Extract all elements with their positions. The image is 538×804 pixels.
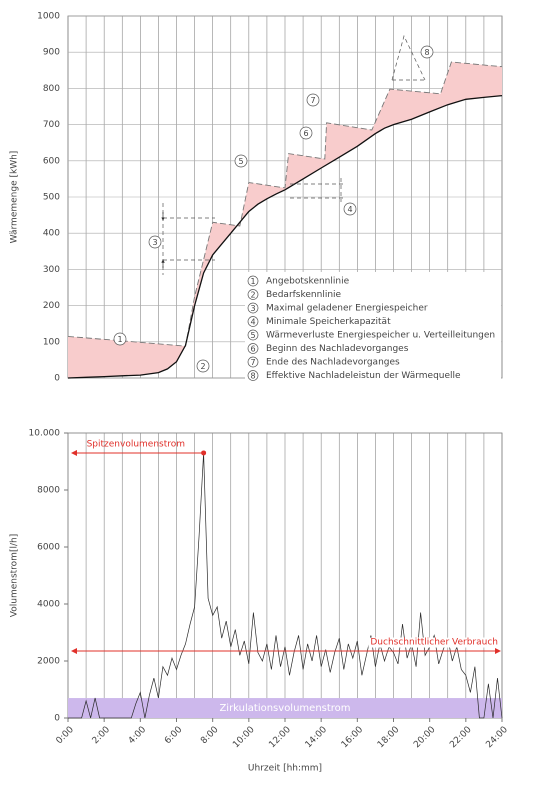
legend-marker: [247, 289, 259, 300]
y-tick-label: 900: [43, 48, 60, 58]
x-tick-label: 14:00: [304, 725, 330, 751]
y-tick-label: 0: [54, 714, 60, 724]
legend-number: 6: [250, 345, 255, 354]
legend-number: 7: [250, 358, 255, 367]
legend-number: 3: [250, 304, 255, 313]
callouts: 1 2 3 4 5 6 7 8: [113, 45, 434, 373]
callout-marker: [148, 235, 162, 249]
callout-marker: [196, 359, 210, 373]
x-tick-label: 4:00: [127, 725, 149, 747]
x-tick-label: 16:00: [340, 725, 366, 751]
y-tick-label: 100: [43, 337, 60, 347]
legend-marker: [247, 370, 259, 381]
legend-box: [245, 272, 501, 382]
x-tick-label: 0:00: [55, 725, 77, 747]
construction-8: [391, 34, 426, 81]
callout-marker: [306, 93, 320, 107]
y-tick-label: 8000: [37, 486, 60, 496]
callout-marker: [234, 154, 248, 168]
peak-label: Spitzenvolumenstrom: [87, 439, 185, 449]
construction-4: [290, 178, 345, 202]
callout-number: 2: [200, 362, 205, 371]
legend-number: 2: [250, 291, 255, 300]
callout-marker: [299, 126, 313, 140]
legend-label: Maximal geladener Energiespeicher: [266, 304, 428, 314]
legend-marker: [247, 343, 259, 354]
callout-number: 6: [303, 129, 308, 138]
y-tick-label: 4000: [37, 600, 60, 610]
average-label: Duchschnittlicher Verbrauch: [370, 638, 498, 648]
callout-marker: [420, 45, 434, 59]
x-tick-label: 24:00: [484, 725, 510, 751]
x-tick-label: 10:00: [231, 725, 257, 751]
callout-marker: [113, 332, 127, 346]
y-tick-label: 0: [54, 374, 60, 384]
legend-number: 4: [250, 318, 255, 327]
y-axis-title: Volumenstrom[l/h]: [10, 534, 20, 617]
x-tick-label: 6:00: [163, 725, 185, 747]
callout-number: 8: [424, 48, 429, 57]
legend-label: Minimale Speicherkapazität: [266, 317, 391, 327]
y-tick-label: 1000: [37, 12, 60, 22]
y-axis-title: Wärmemenge [kWh]: [10, 151, 20, 244]
legend-label: Ende des Nachladevorganges: [266, 358, 400, 368]
x-tick-label: 22:00: [448, 725, 474, 751]
callout-marker: [343, 202, 357, 216]
x-tick-label: 8:00: [199, 725, 221, 747]
y-tick-label: 700: [43, 120, 60, 130]
callout-number: 3: [152, 238, 157, 247]
y-tick-label: 400: [43, 229, 60, 239]
legend-marker: [247, 356, 259, 368]
average-label-bg: [368, 637, 500, 648]
y-tick-label: 600: [43, 156, 60, 166]
callout-number: 4: [347, 205, 352, 214]
flow-chart: 0 2000 4000 6000 8000 10.000 Volumenstrom[l/h]…: [10, 429, 511, 774]
y-tick-label: 300: [43, 265, 60, 275]
y-tick-label: 500: [43, 193, 60, 203]
legend-label: Bedarfskennlinie: [266, 290, 342, 300]
legend-number: 8: [250, 372, 255, 381]
legend-label: Wärmeverluste Energiespeicher u. Verteil…: [266, 331, 495, 341]
series-line: [67, 61, 503, 347]
callout-number: 5: [238, 157, 243, 166]
y-tick-label: 2000: [37, 657, 60, 667]
y-tick-label: 800: [43, 84, 60, 94]
x-tick-label: 12:00: [267, 725, 293, 751]
construction-lines: [161, 34, 426, 275]
circulation-label: Zirkulationsvolumenstrom: [219, 703, 350, 714]
circulation-band: [68, 698, 502, 718]
callout-number: 7: [310, 96, 315, 105]
series-line: [67, 94, 503, 379]
peak-point: [201, 450, 207, 456]
callout-number: 1: [117, 335, 122, 344]
y-tick-label: 6000: [37, 543, 60, 553]
legend-number: 5: [250, 331, 255, 340]
loss-area: [68, 61, 502, 378]
legend-marker: [247, 316, 259, 327]
x-tick-label: 2:00: [91, 725, 113, 747]
legend-label: Beginn des Nachladevorganges: [266, 344, 409, 354]
legend-number: 1: [250, 277, 255, 286]
legend-marker: [247, 275, 259, 287]
x-tick-label: 20:00: [412, 725, 438, 751]
legend-label: Angebotskennlinie: [266, 277, 350, 287]
y-tick-label: 200: [43, 301, 60, 311]
y-tick-label: 10.000: [29, 429, 61, 439]
legend: 1 Angebotskennlinie 2 Bedarfskennlinie 3 Maxi…: [245, 272, 501, 382]
legend-marker: [247, 329, 259, 341]
x-tick-label: 18:00: [376, 725, 402, 751]
x-axis-title: Uhrzeit [hh:mm]: [248, 764, 322, 774]
legend-label: Effektive Nachladeleistun der Wärmequell…: [266, 371, 461, 381]
legend-marker: [247, 302, 259, 314]
